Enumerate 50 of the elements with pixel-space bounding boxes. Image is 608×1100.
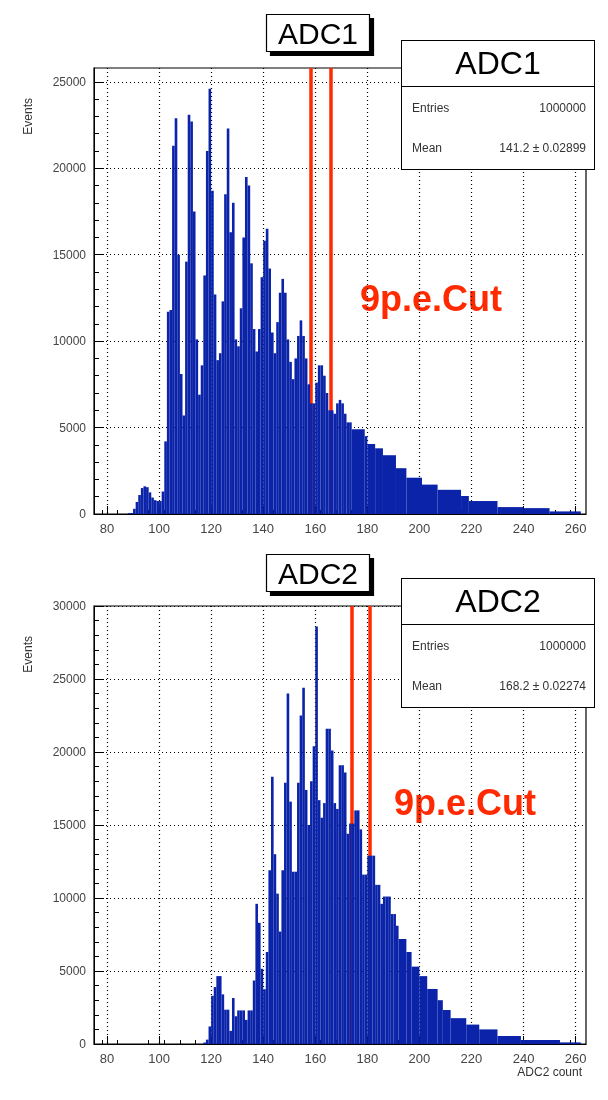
y-tick-label: 5000: [59, 420, 87, 435]
x-tick-label: 240: [512, 521, 535, 536]
annotation: ADC2: [402, 579, 594, 625]
x-tick-label: 160: [304, 521, 327, 536]
annotation: ADC1: [402, 41, 594, 87]
x-tick-label: 80: [99, 521, 115, 536]
x-tick-label: 260: [564, 521, 587, 536]
y-tick-label: 20000: [52, 745, 87, 759]
annotation: Mean: [412, 141, 443, 155]
annotation: 1000000: [539, 639, 586, 653]
x-tick-label: 80: [99, 1051, 115, 1066]
y-tick-label: 10000: [52, 334, 87, 349]
y-tick-label: 15000: [52, 247, 87, 262]
y-tick-label: 30000: [52, 599, 87, 613]
y-tick-label: 25000: [52, 74, 87, 89]
annotation: 141.2 ± 0.02899: [499, 141, 586, 155]
annotation: 9p.e.Cut: [394, 781, 537, 823]
chart-title: ADC2: [278, 556, 359, 590]
x-tick-label: 140: [252, 1051, 275, 1066]
x-tick-label: 160: [304, 1051, 327, 1066]
y-tick-label: 10000: [52, 891, 87, 905]
x-tick-label: 100: [148, 521, 170, 536]
x-tick-label: 220: [460, 1051, 483, 1066]
y-tick-label: 5000: [59, 964, 87, 978]
y-tick-label: 25000: [52, 672, 87, 686]
annotation: 9p.e.Cut: [360, 277, 503, 319]
y-axis-title: Events: [21, 98, 35, 135]
x-tick-label: 120: [200, 521, 222, 536]
y-tick-label: 15000: [52, 818, 87, 832]
annotation: Mean: [412, 679, 443, 693]
annotation: Entries: [412, 101, 450, 115]
x-tick-label: 200: [408, 1051, 431, 1066]
x-tick-label: 240: [512, 1051, 535, 1066]
x-tick-label: 100: [148, 1051, 170, 1066]
annotation: 1000000: [539, 101, 586, 115]
x-tick-label: 200: [408, 521, 431, 536]
annotation: 168.2 ± 0.02274: [499, 679, 586, 693]
annotation: Entries: [412, 639, 450, 653]
chart-title: ADC1: [278, 16, 359, 50]
x-tick-label: 220: [460, 521, 483, 536]
x-axis-title: ADC2 count: [517, 1065, 583, 1079]
y-tick-label: 0: [79, 507, 87, 521]
x-tick-label: 120: [200, 1051, 222, 1066]
y-tick-label: 0: [79, 1037, 87, 1051]
x-tick-label: 140: [252, 521, 275, 536]
x-tick-label: 260: [564, 1051, 587, 1066]
x-tick-label: 180: [356, 1051, 379, 1066]
y-axis-title: Events: [21, 636, 35, 673]
x-tick-label: 180: [356, 521, 379, 536]
y-tick-label: 20000: [52, 161, 87, 176]
